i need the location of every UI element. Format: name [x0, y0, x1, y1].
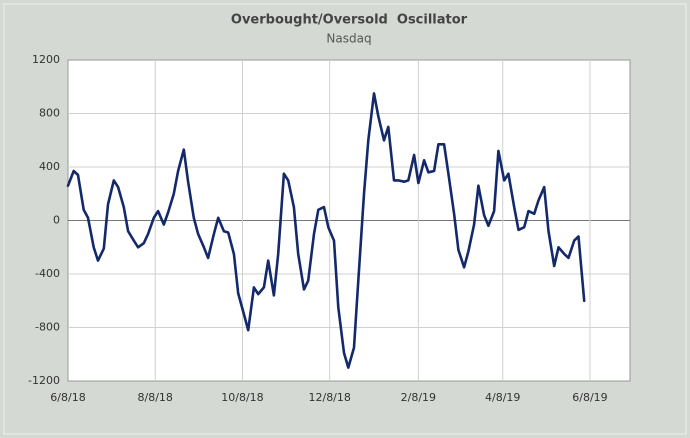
- y-tick-label: -800: [35, 321, 60, 334]
- y-tick-label: 400: [39, 160, 60, 173]
- y-tick-label: 0: [53, 214, 60, 227]
- frame: [3, 3, 687, 435]
- chart-title: Overbought/Oversold Oscillator: [231, 13, 468, 28]
- y-tick-label: 800: [39, 107, 60, 120]
- x-tick-label: 4/8/19: [485, 391, 520, 404]
- line-series: [66, 92, 586, 369]
- x-tick-label: 10/8/18: [221, 391, 263, 404]
- y-tick-label: -1200: [28, 374, 60, 387]
- x-tick-label: 2/8/19: [401, 391, 436, 404]
- x-tick-label: 12/8/18: [308, 391, 350, 404]
- x-tick-label: 6/8/19: [572, 391, 607, 404]
- x-tick-label: 6/8/18: [50, 391, 85, 404]
- chart-subtitle: Nasdaq: [326, 32, 371, 46]
- y-tick-label: 1200: [32, 53, 60, 66]
- x-tick-label: 8/8/18: [138, 391, 173, 404]
- y-tick-label: -400: [35, 267, 60, 280]
